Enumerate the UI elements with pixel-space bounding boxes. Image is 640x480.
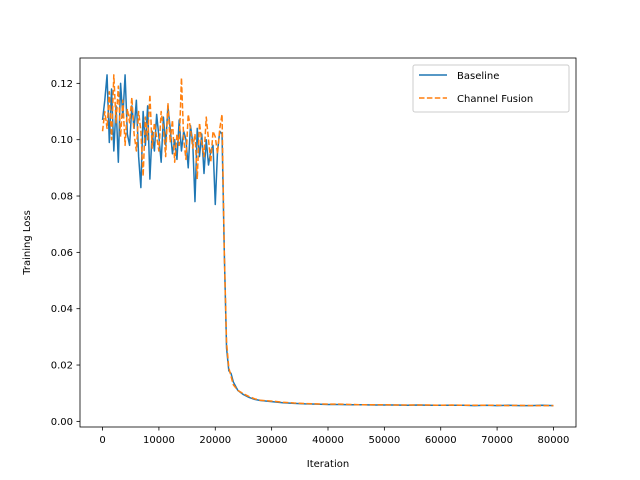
x-axis-ticks: 0 10000 20000 30000 40000 50000 60000 70000 8000… xyxy=(99,427,569,446)
y-axis-title: Training Loss xyxy=(22,210,33,276)
x-tick-label: 60000 xyxy=(425,435,457,446)
x-tick-label: 0 xyxy=(99,435,105,446)
y-tick-label: 0.10 xyxy=(51,135,73,146)
x-tick-label: 40000 xyxy=(312,435,344,446)
y-tick-label: 0.00 xyxy=(51,417,73,428)
series-line-channel-fusion xyxy=(101,74,554,407)
y-tick-label: 0.06 xyxy=(51,248,73,259)
x-tick-label: 80000 xyxy=(538,435,570,446)
y-tick-label: 0.08 xyxy=(51,192,73,203)
x-tick-label: 10000 xyxy=(143,435,175,446)
series-layer xyxy=(101,74,554,407)
x-tick-label: 70000 xyxy=(481,435,513,446)
x-tick-label: 20000 xyxy=(199,435,231,446)
y-axis-ticks: 0.00 0.02 0.04 0.06 0.08 0.10 0.12 xyxy=(51,79,80,428)
legend-label-channel-fusion: Channel Fusion xyxy=(457,94,533,105)
legend-label-baseline: Baseline xyxy=(457,71,499,82)
x-tick-label: 50000 xyxy=(368,435,400,446)
y-tick-label: 0.12 xyxy=(51,79,73,90)
x-tick-label: 30000 xyxy=(256,435,288,446)
y-tick-label: 0.02 xyxy=(51,361,73,372)
x-axis-title: Iteration xyxy=(307,459,349,470)
legend: Baseline Channel Fusion xyxy=(412,64,570,113)
legend-frame xyxy=(412,64,570,113)
y-tick-label: 0.04 xyxy=(51,304,73,315)
